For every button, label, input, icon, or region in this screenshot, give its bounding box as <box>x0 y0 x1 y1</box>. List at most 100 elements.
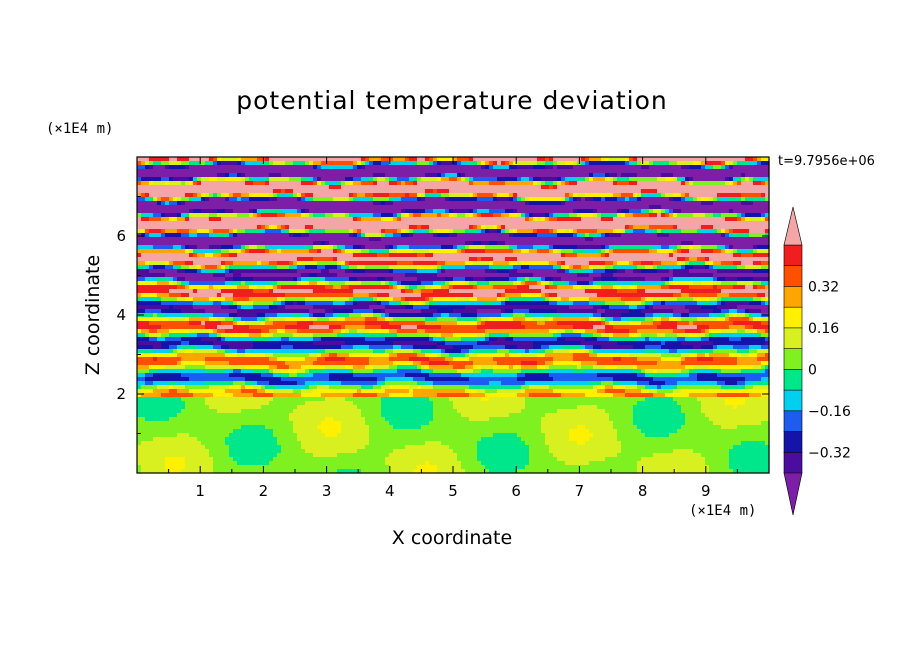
field-cell <box>221 173 226 178</box>
field-cell <box>757 233 762 238</box>
field-cell <box>153 201 158 206</box>
field-cell <box>677 261 682 266</box>
field-cell <box>265 277 270 282</box>
field-cell <box>293 257 298 262</box>
field-cell <box>365 201 370 206</box>
field-cell <box>593 269 598 274</box>
field-cell <box>357 265 362 270</box>
field-cell <box>665 177 670 182</box>
field-cell <box>161 233 166 238</box>
field-cell <box>265 225 270 230</box>
field-cell <box>517 169 522 174</box>
field-cell <box>713 257 718 262</box>
field-cell <box>221 189 226 194</box>
field-cell <box>301 189 306 194</box>
field-cell <box>549 173 554 178</box>
field-cell <box>257 269 262 274</box>
field-cell <box>741 189 746 194</box>
field-cell <box>205 197 210 202</box>
field-cell <box>717 265 722 270</box>
field-cell <box>377 197 382 202</box>
field-cell <box>201 265 206 270</box>
field-cell <box>649 253 654 258</box>
field-cell <box>309 177 314 182</box>
field-cell <box>257 245 262 250</box>
field-cell <box>465 281 470 286</box>
field-cell <box>393 165 398 170</box>
field-cell <box>505 169 510 174</box>
field-cell <box>481 265 486 270</box>
field-cell <box>389 265 394 270</box>
field-cell <box>601 189 606 194</box>
field-cell <box>617 189 622 194</box>
field-cell <box>221 165 226 170</box>
field-cell <box>381 233 386 238</box>
field-cell <box>341 225 346 230</box>
field-cell <box>445 157 450 162</box>
field-cell <box>349 265 354 270</box>
field-cell <box>317 185 322 190</box>
field-cell <box>405 269 410 274</box>
field-cell <box>549 197 554 202</box>
field-cell <box>525 233 530 238</box>
field-cell <box>493 209 498 214</box>
field-cell <box>601 221 606 226</box>
field-cell <box>577 185 582 190</box>
field-cell <box>417 169 422 174</box>
field-cell <box>433 181 438 186</box>
field-cell <box>517 237 522 242</box>
field-cell <box>421 265 426 270</box>
field-cell <box>377 185 382 190</box>
field-cell <box>649 237 654 242</box>
field-cell <box>325 221 330 226</box>
field-cell <box>637 269 642 274</box>
field-cell <box>381 253 386 258</box>
field-cell <box>661 213 666 218</box>
field-cell <box>441 237 446 242</box>
field-cell <box>653 245 658 250</box>
field-cell <box>505 185 510 190</box>
field-cell <box>585 177 590 182</box>
field-cell <box>741 213 746 218</box>
field-cell <box>409 241 414 246</box>
field-cell <box>749 173 754 178</box>
field-cell <box>681 173 686 178</box>
field-cell <box>261 273 266 278</box>
field-cell <box>593 253 598 258</box>
field-cell <box>237 185 242 190</box>
field-cell <box>753 177 758 182</box>
field-cell <box>345 205 350 210</box>
field-cell <box>705 245 710 250</box>
field-cell <box>161 181 166 186</box>
field-cell <box>497 217 502 222</box>
field-cell <box>245 273 250 278</box>
field-cell <box>657 229 662 234</box>
field-cell <box>709 257 714 262</box>
field-cell <box>753 217 758 222</box>
field-cell <box>197 241 202 246</box>
field-cell <box>461 157 466 162</box>
field-cell <box>757 189 762 194</box>
field-cell <box>713 213 718 218</box>
field-cell <box>261 245 266 250</box>
field-cell <box>241 229 246 234</box>
field-cell <box>673 189 678 194</box>
field-cell <box>337 165 342 170</box>
field-cell <box>689 161 694 166</box>
field-cell <box>457 189 462 194</box>
field-cell <box>661 209 666 214</box>
field-cell <box>465 205 470 210</box>
field-cell <box>665 233 670 238</box>
field-cell <box>465 269 470 274</box>
field-cell <box>633 245 638 250</box>
field-cell <box>157 185 162 190</box>
field-cell <box>553 177 558 182</box>
field-cell <box>545 249 550 254</box>
field-cell <box>225 269 230 274</box>
field-cell <box>549 177 554 182</box>
field-cell <box>565 257 570 262</box>
field-cell <box>537 213 542 218</box>
field-cell <box>477 157 482 162</box>
field-cell <box>709 189 714 194</box>
field-cell <box>625 237 630 242</box>
